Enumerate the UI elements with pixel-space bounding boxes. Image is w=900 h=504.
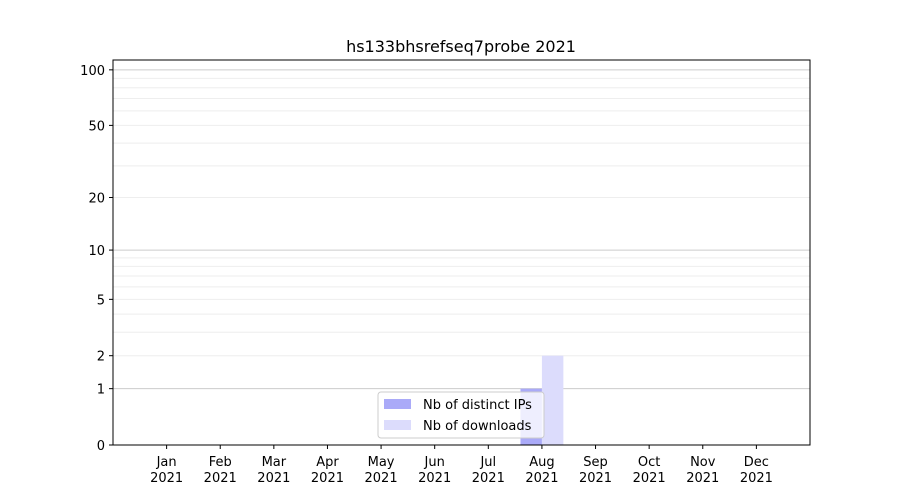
x-tick-label: Jul bbox=[479, 455, 496, 470]
x-tick-label: Oct bbox=[638, 455, 660, 470]
x-tick-label: 2021 bbox=[365, 471, 398, 486]
x-tick-label: Jan bbox=[156, 455, 177, 470]
x-tick-label: 2021 bbox=[686, 471, 719, 486]
legend-swatch bbox=[384, 399, 411, 409]
x-tick-label: 2021 bbox=[472, 471, 505, 486]
x-tick-label: Sep bbox=[583, 455, 608, 470]
x-tick-label: 2021 bbox=[633, 471, 666, 486]
bar-downloads bbox=[541, 355, 564, 445]
y-tick-label: 50 bbox=[88, 119, 105, 134]
x-tick-label: Apr bbox=[316, 455, 339, 470]
plot-frame bbox=[112, 59, 811, 446]
x-tick-label: Aug bbox=[529, 455, 554, 470]
x-tick-label: Dec bbox=[744, 455, 769, 470]
legend-swatch bbox=[384, 420, 411, 430]
x-tick-label: Jun bbox=[424, 455, 445, 470]
x-tick-label: 2021 bbox=[579, 471, 612, 486]
x-tick-label: Nov bbox=[690, 455, 716, 470]
chart-title: hs133bhsrefseq7probe 2021 bbox=[346, 37, 576, 56]
x-tick-label: 2021 bbox=[150, 471, 183, 486]
legend: Nb of distinct IPs Nb of downloads bbox=[377, 391, 545, 439]
x-tick-label: 2021 bbox=[257, 471, 290, 486]
x-tick-label: 2021 bbox=[525, 471, 558, 486]
y-tick-label: 10 bbox=[88, 244, 105, 259]
y-tick-label: 5 bbox=[97, 293, 105, 308]
legend-label: Nb of distinct IPs bbox=[423, 398, 532, 413]
y-tick-label: 1 bbox=[97, 383, 105, 398]
legend-box bbox=[377, 391, 545, 439]
y-tick-label: 20 bbox=[88, 192, 105, 207]
x-tick-label: Feb bbox=[209, 455, 232, 470]
x-tick-label: 2021 bbox=[204, 471, 237, 486]
legend-label: Nb of downloads bbox=[423, 419, 532, 434]
y-tick-label: 2 bbox=[97, 350, 105, 365]
x-tick-label: May bbox=[368, 455, 395, 470]
x-tick-label: 2021 bbox=[418, 471, 451, 486]
x-tick-label: 2021 bbox=[311, 471, 344, 486]
x-tick-label: Mar bbox=[262, 455, 287, 470]
y-tick-label: 0 bbox=[97, 439, 105, 454]
y-tick-label: 100 bbox=[80, 64, 105, 79]
x-tick-label: 2021 bbox=[740, 471, 773, 486]
